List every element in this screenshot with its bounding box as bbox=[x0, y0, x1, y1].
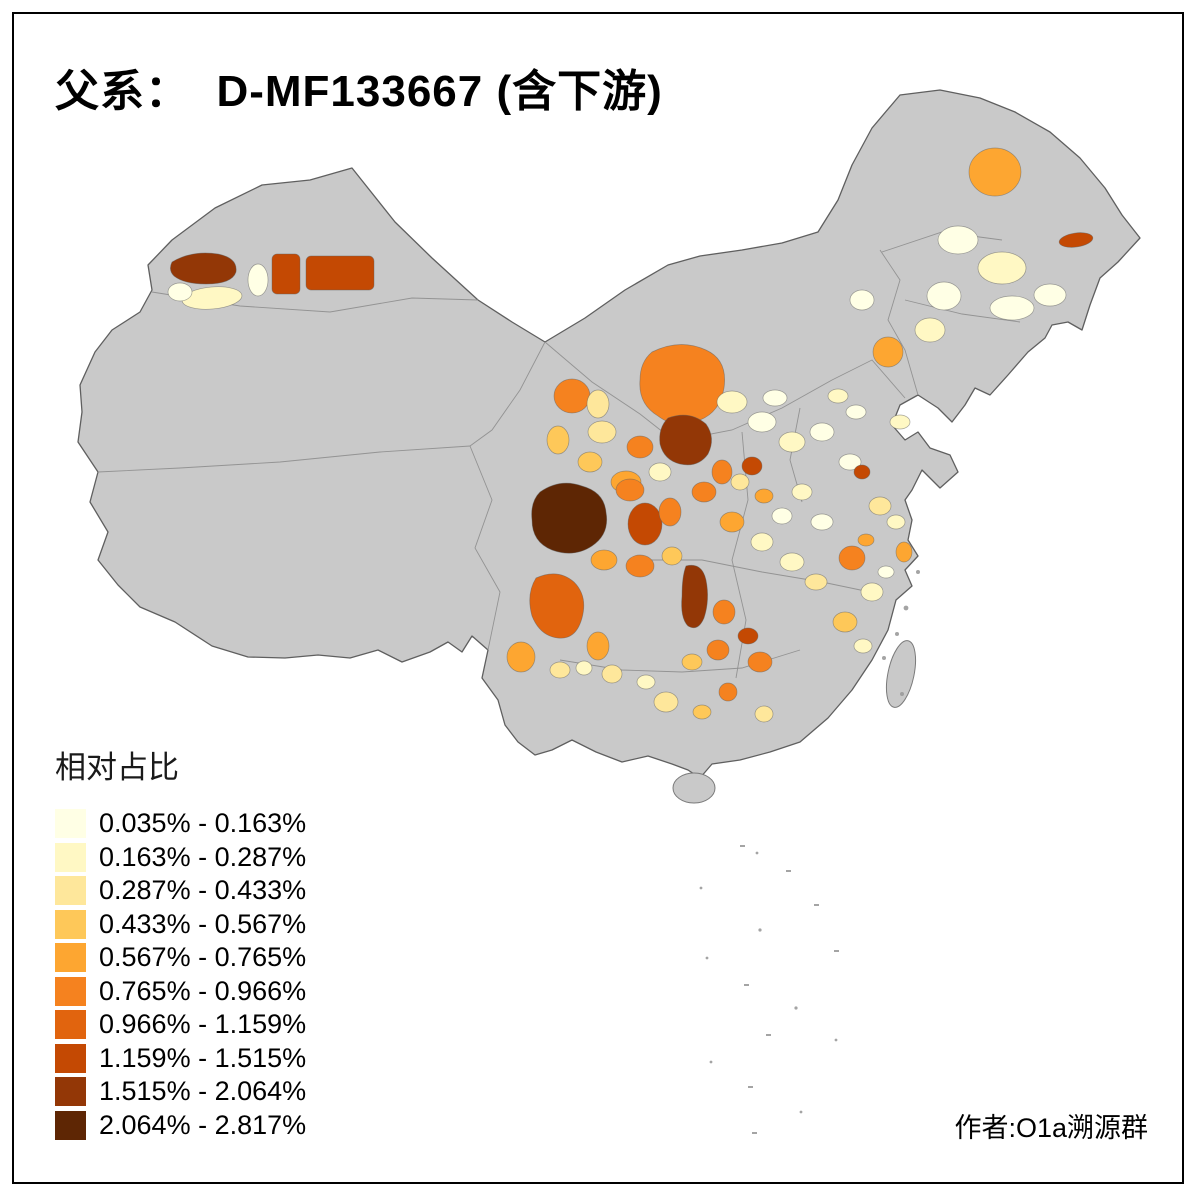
coastal-islets bbox=[882, 570, 920, 696]
legend-item: 2.064% - 2.817% bbox=[55, 1109, 306, 1143]
taiwan-island bbox=[885, 640, 917, 708]
south-china-sea-islets bbox=[699, 845, 839, 1134]
plot-frame bbox=[12, 12, 1184, 1184]
legend-swatch bbox=[55, 976, 86, 1006]
legend-swatch bbox=[55, 943, 86, 973]
legend-swatch bbox=[55, 1077, 86, 1107]
legend-swatch bbox=[55, 1110, 86, 1140]
legend-label: 1.159% - 1.515% bbox=[99, 1042, 307, 1073]
choropleth-regions bbox=[167, 147, 1094, 723]
legend-label: 1.515% - 2.064% bbox=[99, 1076, 307, 1107]
legend-label: 0.765% - 0.966% bbox=[99, 975, 307, 1006]
legend-swatch bbox=[55, 876, 86, 906]
legend-label: 0.035% - 0.163% bbox=[99, 808, 307, 839]
legend-item: 0.163% - 0.287% bbox=[55, 841, 306, 875]
legend-item: 0.567% - 0.765% bbox=[55, 941, 306, 975]
legend-swatch bbox=[55, 1043, 86, 1073]
legend-item: 0.433% - 0.567% bbox=[55, 908, 306, 942]
legend-item: 0.765% - 0.966% bbox=[55, 975, 306, 1009]
hainan-island bbox=[672, 772, 716, 804]
legend-swatch bbox=[55, 842, 86, 872]
legend-label: 0.163% - 0.287% bbox=[99, 841, 307, 872]
legend: 相对占比 0.035% - 0.163% 0.163% - 0.287% 0.2… bbox=[55, 742, 306, 1142]
legend-label: 0.433% - 0.567% bbox=[99, 908, 307, 939]
legend-label: 0.287% - 0.433% bbox=[99, 875, 307, 906]
legend-label: 2.064% - 2.817% bbox=[99, 1109, 307, 1140]
legend-label: 0.966% - 1.159% bbox=[99, 1009, 307, 1040]
legend-item: 0.966% - 1.159% bbox=[55, 1008, 306, 1042]
legend-item: 0.035% - 0.163% bbox=[55, 807, 306, 841]
page-title: 父系： D-MF133667 (含下游) bbox=[55, 67, 663, 116]
legend-item: 1.515% - 2.064% bbox=[55, 1075, 306, 1109]
legend-title: 相对占比 bbox=[55, 750, 179, 785]
legend-swatch bbox=[55, 909, 86, 939]
legend-label: 0.567% - 0.765% bbox=[99, 942, 307, 973]
legend-swatch bbox=[55, 1010, 86, 1040]
legend-swatch bbox=[55, 809, 86, 839]
legend-item: 1.159% - 1.515% bbox=[55, 1042, 306, 1076]
legend-item: 0.287% - 0.433% bbox=[55, 874, 306, 908]
attribution: 作者:O1a溯源群 bbox=[954, 1113, 1148, 1143]
